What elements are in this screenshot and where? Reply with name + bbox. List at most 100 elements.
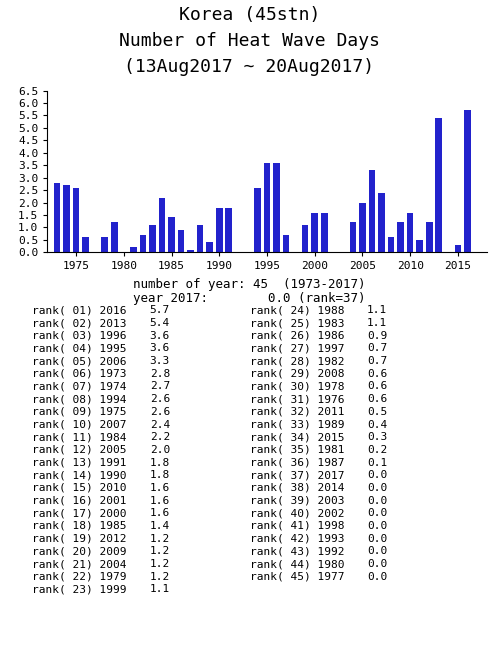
Bar — [73, 188, 79, 252]
Bar — [197, 225, 204, 252]
Text: rank( 10) 2007: rank( 10) 2007 — [32, 419, 127, 430]
Text: 0.0: 0.0 — [367, 559, 387, 569]
Text: 0.3: 0.3 — [367, 432, 387, 442]
Text: rank( 25) 1983: rank( 25) 1983 — [250, 318, 344, 328]
Bar — [407, 212, 414, 252]
Text: 1.6: 1.6 — [150, 509, 170, 518]
Text: 1.2: 1.2 — [150, 559, 170, 569]
Text: 1.4: 1.4 — [150, 521, 170, 531]
Text: 0.4: 0.4 — [367, 419, 387, 430]
Text: 3.3: 3.3 — [150, 356, 170, 366]
Text: 2.6: 2.6 — [150, 407, 170, 417]
Text: 0.0: 0.0 — [367, 521, 387, 531]
Text: rank( 03) 1996: rank( 03) 1996 — [32, 331, 127, 341]
Text: 0.0: 0.0 — [367, 483, 387, 493]
Text: rank( 42) 1993: rank( 42) 1993 — [250, 534, 344, 543]
Text: 0.0: 0.0 — [367, 470, 387, 480]
Text: 2.2: 2.2 — [150, 432, 170, 442]
Bar — [283, 235, 289, 252]
Bar — [178, 230, 185, 252]
Text: rank( 17) 2000: rank( 17) 2000 — [32, 509, 127, 518]
Text: 1.1: 1.1 — [367, 305, 387, 315]
Bar — [149, 225, 156, 252]
Text: rank( 19) 2012: rank( 19) 2012 — [32, 534, 127, 543]
Text: 1.2: 1.2 — [150, 572, 170, 582]
Bar — [63, 185, 70, 252]
Text: rank( 11) 1984: rank( 11) 1984 — [32, 432, 127, 442]
Text: rank( 34) 2015: rank( 34) 2015 — [250, 432, 344, 442]
Bar — [273, 163, 280, 252]
Text: year 2017:        0.0 (rank=37): year 2017: 0.0 (rank=37) — [133, 292, 366, 305]
Bar — [378, 193, 385, 252]
Bar — [426, 223, 433, 252]
Text: 0.6: 0.6 — [367, 382, 387, 391]
Text: rank( 02) 2013: rank( 02) 2013 — [32, 318, 127, 328]
Text: 0.7: 0.7 — [367, 356, 387, 366]
Text: 2.8: 2.8 — [150, 369, 170, 378]
Bar — [388, 237, 394, 252]
Bar — [359, 203, 366, 252]
Text: rank( 01) 2016: rank( 01) 2016 — [32, 305, 127, 315]
Text: 1.1: 1.1 — [367, 318, 387, 328]
Bar — [455, 245, 461, 252]
Text: 1.8: 1.8 — [150, 470, 170, 480]
Text: Number of Heat Wave Days: Number of Heat Wave Days — [119, 32, 380, 50]
Text: rank( 16) 2001: rank( 16) 2001 — [32, 496, 127, 505]
Text: (13Aug2017 ~ 20Aug2017): (13Aug2017 ~ 20Aug2017) — [124, 58, 375, 76]
Bar — [311, 212, 318, 252]
Text: rank( 37) 2017: rank( 37) 2017 — [250, 470, 344, 480]
Text: rank( 08) 1994: rank( 08) 1994 — [32, 394, 127, 404]
Text: 1.6: 1.6 — [150, 496, 170, 505]
Bar — [416, 240, 423, 252]
Text: rank( 28) 1982: rank( 28) 1982 — [250, 356, 344, 366]
Text: 0.7: 0.7 — [367, 344, 387, 353]
Bar — [53, 182, 60, 252]
Bar — [101, 237, 108, 252]
Text: rank( 36) 1987: rank( 36) 1987 — [250, 457, 344, 468]
Bar — [207, 243, 213, 252]
Text: 5.4: 5.4 — [150, 318, 170, 328]
Text: 0.0: 0.0 — [367, 534, 387, 543]
Text: rank( 43) 1992: rank( 43) 1992 — [250, 546, 344, 556]
Bar — [140, 235, 146, 252]
Text: rank( 38) 2014: rank( 38) 2014 — [250, 483, 344, 493]
Text: 2.0: 2.0 — [150, 445, 170, 455]
Text: rank( 27) 1997: rank( 27) 1997 — [250, 344, 344, 353]
Text: rank( 22) 1979: rank( 22) 1979 — [32, 572, 127, 582]
Text: rank( 44) 1980: rank( 44) 1980 — [250, 559, 344, 569]
Bar — [464, 111, 471, 252]
Bar — [369, 170, 375, 252]
Text: rank( 06) 1973: rank( 06) 1973 — [32, 369, 127, 378]
Text: rank( 33) 1989: rank( 33) 1989 — [250, 419, 344, 430]
Bar — [82, 237, 89, 252]
Text: 1.6: 1.6 — [150, 483, 170, 493]
Text: rank( 24) 1988: rank( 24) 1988 — [250, 305, 344, 315]
Text: 3.6: 3.6 — [150, 331, 170, 341]
Bar — [436, 118, 442, 252]
Text: rank( 29) 2008: rank( 29) 2008 — [250, 369, 344, 378]
Text: rank( 15) 2010: rank( 15) 2010 — [32, 483, 127, 493]
Text: rank( 35) 1981: rank( 35) 1981 — [250, 445, 344, 455]
Text: rank( 04) 1995: rank( 04) 1995 — [32, 344, 127, 353]
Text: 0.9: 0.9 — [367, 331, 387, 341]
Text: 0.0: 0.0 — [367, 496, 387, 505]
Bar — [302, 225, 308, 252]
Bar — [168, 217, 175, 252]
Bar — [263, 163, 270, 252]
Text: 0.0: 0.0 — [367, 546, 387, 556]
Bar — [254, 188, 261, 252]
Text: rank( 07) 1974: rank( 07) 1974 — [32, 382, 127, 391]
Text: 2.4: 2.4 — [150, 419, 170, 430]
Text: Korea (45stn): Korea (45stn) — [179, 6, 320, 25]
Text: rank( 39) 2003: rank( 39) 2003 — [250, 496, 344, 505]
Text: rank( 20) 2009: rank( 20) 2009 — [32, 546, 127, 556]
Text: 0.6: 0.6 — [367, 394, 387, 404]
Text: 5.7: 5.7 — [150, 305, 170, 315]
Text: 0.0: 0.0 — [367, 572, 387, 582]
Text: 1.2: 1.2 — [150, 534, 170, 543]
Bar — [397, 223, 404, 252]
Text: rank( 14) 1990: rank( 14) 1990 — [32, 470, 127, 480]
Text: rank( 12) 2005: rank( 12) 2005 — [32, 445, 127, 455]
Text: number of year: 45  (1973-2017): number of year: 45 (1973-2017) — [133, 278, 366, 291]
Text: 0.0: 0.0 — [367, 509, 387, 518]
